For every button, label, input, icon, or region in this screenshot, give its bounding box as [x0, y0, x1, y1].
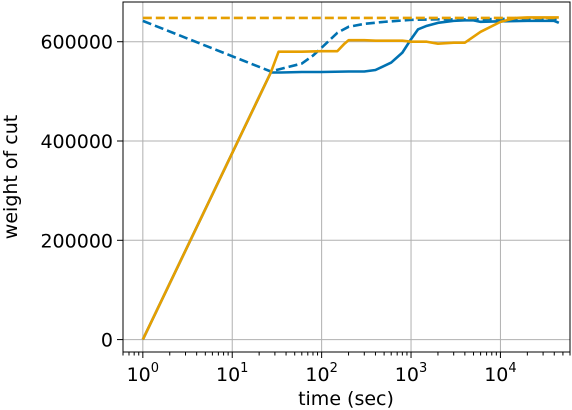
- x-tick-exponent: 0: [151, 361, 159, 376]
- x-tick-exponent: 4: [508, 361, 516, 376]
- x-tick-base: 10: [216, 364, 240, 386]
- x-tick-base: 10: [395, 364, 419, 386]
- x-tick-label: 103: [395, 361, 427, 386]
- y-tick-label: 400000: [40, 131, 113, 153]
- x-tick-exponent: 3: [419, 361, 427, 376]
- series-line-3: [141, 16, 559, 341]
- series-lines: [141, 16, 560, 341]
- x-tick-exponent: 2: [330, 361, 338, 376]
- plot-frame: [122, 1, 571, 353]
- x-tick-base: 10: [127, 364, 151, 386]
- x-tick-base: 10: [484, 364, 508, 386]
- grid-lines: [123, 2, 570, 352]
- x-tick-label: 100: [127, 361, 159, 386]
- x-tick-exponent: 1: [240, 361, 248, 376]
- y-tick-label: 200000: [40, 230, 113, 252]
- axis-ticks: [117, 41, 571, 358]
- series-line-2: [142, 17, 559, 73]
- x-axis-label: time (sec): [298, 388, 394, 410]
- y-tick-label: 0: [101, 330, 113, 352]
- x-tick-base: 10: [305, 364, 329, 386]
- series-line-1: [141, 19, 560, 341]
- x-tick-label: 102: [305, 361, 337, 386]
- x-tick-label: 104: [484, 361, 516, 386]
- y-axis-label: weight of cut: [0, 115, 22, 239]
- x-tick-label: 101: [216, 361, 248, 386]
- y-tick-label: 600000: [40, 32, 113, 54]
